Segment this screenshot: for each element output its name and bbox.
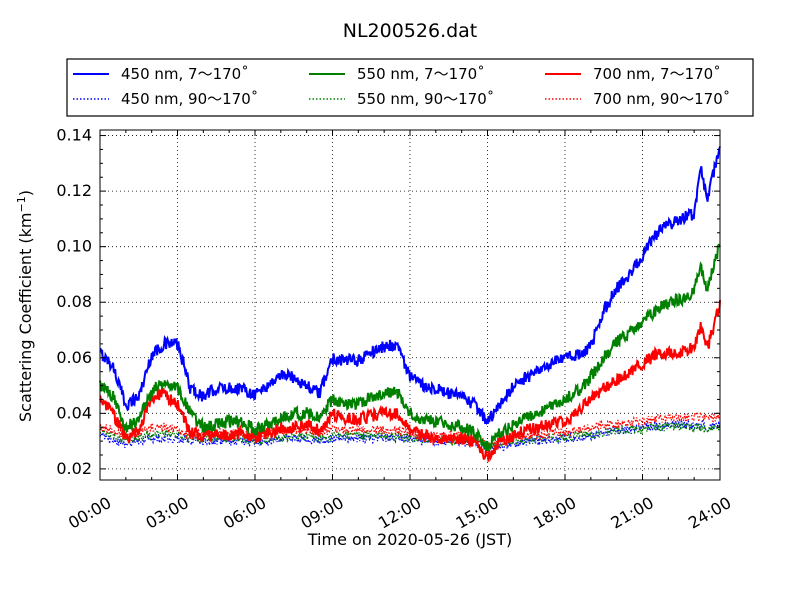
legend-label: 550 nm, 90～170˚ [357,90,494,108]
series-line [99,243,721,451]
legend-frame [66,58,754,117]
legend-label: 550 nm, 7～170˚ [357,65,485,83]
y-tick-label: 0.04 [56,403,92,422]
plot-lines [99,146,721,462]
y-tick-label: 0.14 [56,126,92,145]
ticks [99,130,721,480]
chart-title: NL200526.dat [343,20,478,42]
y-axis-label-close: ) [16,190,35,196]
y-tick-label: 0.08 [56,292,92,311]
legend-label: 450 nm, 7～170˚ [121,65,249,83]
legend: 450 nm, 7～170˚ 550 nm, 7～170˚ 700 nm, 7～17… [66,58,754,117]
legend-label: 700 nm, 7～170˚ [593,65,721,83]
y-tick-label: 0.12 [56,181,92,200]
series-line [99,419,721,454]
y-tick-label: 0.02 [56,459,92,478]
series-line [99,146,721,426]
legend-label: 700 nm, 90～170˚ [593,90,730,108]
y-tick-label: 0.06 [56,348,92,367]
series-line [99,299,721,462]
y-axis-label-superscript: −1 [15,196,28,212]
y-axis-label: Scattering Coefficient (km−1) [15,190,35,422]
y-tick-label: 0.10 [56,237,92,256]
legend-label: 450 nm, 90～170˚ [121,90,258,108]
grid [100,130,720,480]
y-axis-label-main: Scattering Coefficient (km [16,212,35,422]
x-axis-label: Time on 2020-05-26 (JST) [307,530,512,549]
